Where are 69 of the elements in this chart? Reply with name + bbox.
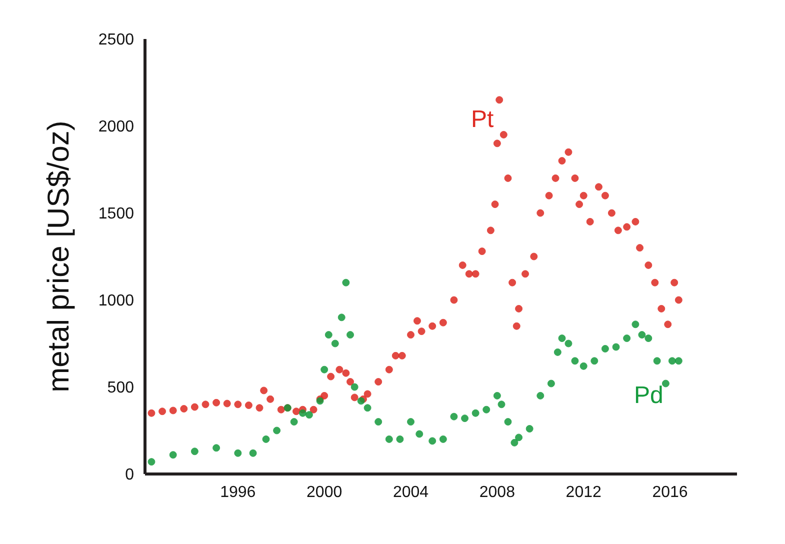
point — [338, 314, 346, 322]
point — [407, 418, 414, 426]
point — [249, 449, 257, 457]
point — [342, 278, 350, 286]
point — [273, 426, 281, 434]
point — [638, 331, 646, 339]
point — [212, 444, 220, 452]
point — [290, 418, 298, 426]
point — [623, 334, 631, 342]
point — [590, 357, 598, 365]
point — [305, 411, 313, 419]
point — [428, 437, 436, 445]
y-tick-label: 500 — [107, 380, 134, 397]
point — [364, 404, 372, 412]
point — [450, 412, 458, 420]
point — [612, 343, 620, 351]
point — [662, 380, 670, 388]
point — [346, 331, 354, 339]
point — [526, 425, 534, 433]
point — [536, 392, 544, 400]
point — [320, 366, 328, 374]
point — [510, 438, 518, 446]
point — [668, 357, 676, 365]
point — [169, 451, 177, 459]
point — [515, 434, 523, 442]
series-label: Pt — [471, 106, 494, 133]
point — [547, 380, 555, 388]
point — [461, 414, 469, 422]
point — [472, 409, 480, 417]
x-tick-label: 2008 — [479, 484, 516, 501]
point — [385, 435, 393, 443]
point — [554, 348, 562, 356]
point — [234, 449, 242, 457]
point — [298, 409, 306, 417]
x-tick-label: 2016 — [652, 484, 688, 501]
x-tick-label: 2004 — [392, 484, 429, 501]
point — [396, 435, 404, 443]
point — [439, 435, 447, 443]
point — [632, 320, 640, 328]
y-tick-label: 0 — [125, 466, 134, 484]
point — [331, 340, 339, 348]
point — [148, 458, 156, 466]
point — [493, 392, 501, 400]
point — [601, 344, 609, 352]
point — [350, 383, 358, 391]
point — [653, 357, 661, 365]
y-tick-label: 1000 — [98, 292, 134, 310]
point — [558, 334, 566, 342]
point — [190, 448, 198, 456]
point — [644, 334, 652, 342]
point — [674, 357, 682, 365]
y-tick-label: 2000 — [98, 118, 134, 136]
point — [416, 430, 424, 438]
point — [262, 435, 270, 443]
point — [564, 340, 572, 348]
point — [580, 362, 588, 370]
y-tick-label: 1500 — [98, 206, 134, 223]
series-label: Pd — [634, 382, 664, 409]
y-axis-title: metal price [US$/oz) — [42, 120, 76, 392]
point — [374, 418, 382, 426]
point — [482, 406, 490, 414]
point — [324, 331, 332, 339]
point — [504, 418, 512, 426]
y-tick-label: 2500 — [98, 32, 134, 49]
x-tick-label: 1996 — [220, 484, 256, 501]
point — [571, 357, 579, 365]
x-tick-label: 2000 — [306, 484, 342, 501]
point — [498, 400, 506, 408]
x-tick-label: 2012 — [566, 484, 602, 501]
